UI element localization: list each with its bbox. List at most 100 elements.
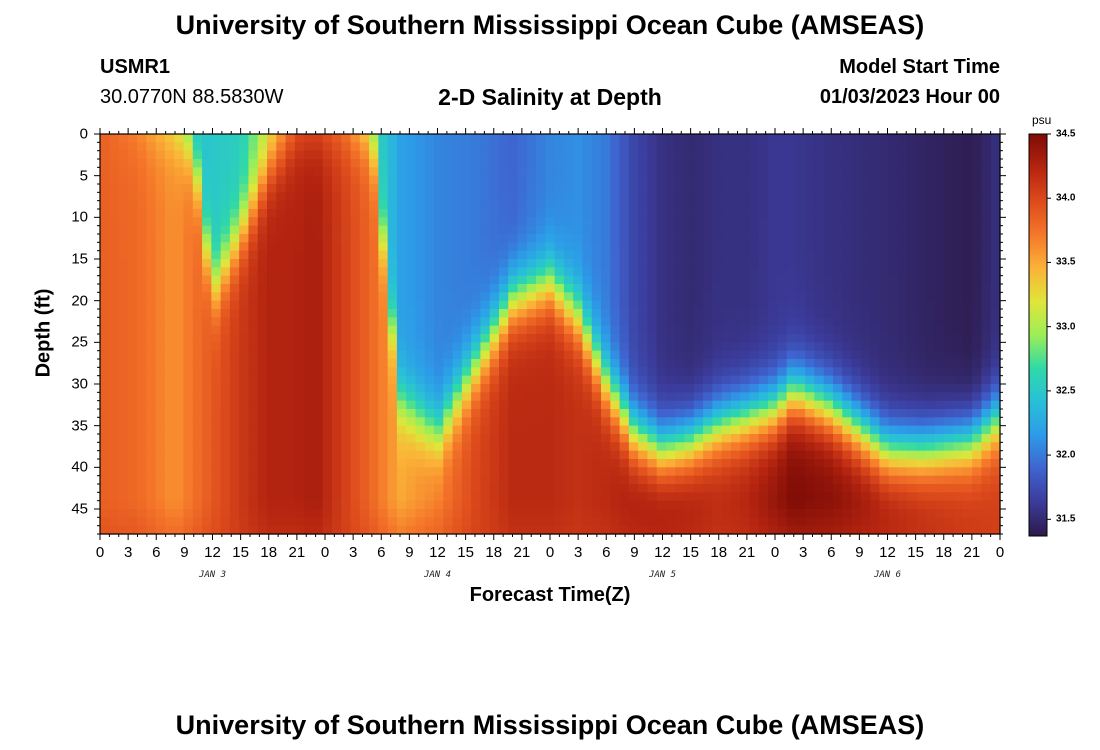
heatmap-cell bbox=[832, 159, 843, 168]
heatmap-cell bbox=[285, 275, 296, 285]
heatmap-cell bbox=[665, 417, 676, 427]
heatmap-cell bbox=[703, 300, 713, 310]
heatmap-cell bbox=[239, 492, 250, 502]
heatmap-cell bbox=[304, 250, 314, 260]
heatmap-cell bbox=[972, 509, 983, 518]
heatmap-cell bbox=[573, 342, 584, 352]
heatmap-cell bbox=[703, 200, 713, 210]
heatmap-cell bbox=[814, 234, 825, 243]
heatmap-cell bbox=[647, 317, 658, 327]
heatmap-cell bbox=[294, 509, 305, 518]
heatmap-cell bbox=[591, 434, 602, 443]
heatmap-cell bbox=[591, 350, 602, 360]
heatmap-cell bbox=[944, 475, 955, 485]
heatmap-cell bbox=[498, 150, 509, 160]
heatmap-cell bbox=[944, 267, 955, 277]
heatmap-cell bbox=[155, 275, 166, 285]
heatmap-cell bbox=[350, 250, 361, 260]
x-tick-label: 6 bbox=[152, 544, 161, 561]
heatmap-cell bbox=[953, 475, 964, 485]
heatmap-cell bbox=[981, 209, 992, 218]
heatmap-cell bbox=[461, 400, 472, 410]
heatmap-cell bbox=[526, 250, 537, 260]
heatmap-cell bbox=[656, 434, 667, 443]
x-tick-label: 21 bbox=[513, 544, 531, 561]
heatmap-cell bbox=[415, 134, 426, 143]
heatmap-cell bbox=[656, 475, 667, 485]
heatmap-cell bbox=[211, 192, 222, 202]
heatmap-cell bbox=[842, 317, 853, 327]
heatmap-cell bbox=[601, 434, 611, 443]
heatmap-cell bbox=[471, 342, 482, 352]
heatmap-cell bbox=[536, 300, 546, 310]
heatmap-cell bbox=[526, 467, 537, 477]
heatmap-cell bbox=[805, 450, 816, 460]
heatmap-cell bbox=[777, 500, 788, 510]
heatmap-cell bbox=[832, 334, 843, 343]
heatmap-cell bbox=[582, 509, 593, 518]
heatmap-cell bbox=[684, 267, 695, 277]
heatmap-cell bbox=[211, 292, 222, 302]
heatmap-cell bbox=[118, 142, 129, 152]
heatmap-cell bbox=[675, 400, 686, 410]
heatmap-cell bbox=[109, 267, 120, 277]
heatmap-cell bbox=[563, 250, 574, 260]
heatmap-cell bbox=[229, 317, 240, 327]
heatmap-cell bbox=[480, 517, 491, 527]
heatmap-cell bbox=[406, 467, 417, 477]
heatmap-cell bbox=[675, 450, 686, 460]
heatmap-cell bbox=[202, 275, 212, 285]
heatmap-cell bbox=[591, 217, 602, 227]
heatmap-cell bbox=[434, 292, 444, 302]
heatmap-cell bbox=[638, 275, 649, 285]
heatmap-cell bbox=[508, 300, 519, 310]
heatmap-cell bbox=[786, 184, 797, 193]
heatmap-cell bbox=[758, 400, 769, 410]
heatmap-cell bbox=[443, 234, 454, 243]
heatmap-cell bbox=[832, 517, 843, 527]
heatmap-cell bbox=[610, 350, 621, 360]
heatmap-cell bbox=[378, 484, 389, 493]
heatmap-cell bbox=[100, 450, 110, 460]
heatmap-cell bbox=[146, 350, 157, 360]
heatmap-cell bbox=[174, 509, 185, 518]
heatmap-cell bbox=[192, 450, 203, 460]
heatmap-cell bbox=[925, 225, 936, 235]
heatmap-cell bbox=[962, 275, 973, 285]
heatmap-cell bbox=[832, 500, 843, 510]
heatmap-cell bbox=[712, 209, 723, 218]
heatmap-cell bbox=[100, 434, 110, 443]
heatmap-cell bbox=[879, 467, 890, 477]
heatmap-cell bbox=[313, 450, 324, 460]
heatmap-cell bbox=[443, 317, 454, 327]
heatmap-cell bbox=[294, 150, 305, 160]
heatmap-cell bbox=[981, 284, 992, 293]
heatmap-cell bbox=[127, 309, 138, 318]
heatmap-cell bbox=[480, 259, 491, 268]
heatmap-cell bbox=[517, 342, 528, 352]
heatmap-cell bbox=[220, 192, 231, 202]
heatmap-cell bbox=[777, 517, 788, 527]
heatmap-cell bbox=[164, 492, 175, 502]
heatmap-cell bbox=[860, 384, 871, 393]
heatmap-cell bbox=[712, 300, 723, 310]
heatmap-cell bbox=[619, 525, 630, 535]
heatmap-cell bbox=[396, 367, 407, 377]
heatmap-cell bbox=[322, 159, 333, 168]
heatmap-cell bbox=[192, 484, 203, 493]
heatmap-cell bbox=[758, 284, 769, 293]
heatmap-cell bbox=[647, 484, 658, 493]
heatmap-cell bbox=[489, 459, 500, 468]
heatmap-cell bbox=[489, 217, 500, 227]
heatmap-cell bbox=[257, 334, 268, 343]
heatmap-cell bbox=[795, 142, 806, 152]
heatmap-cell bbox=[127, 450, 138, 460]
heatmap-cell bbox=[220, 400, 231, 410]
heatmap-cell bbox=[229, 275, 240, 285]
heatmap-cell bbox=[489, 175, 500, 185]
heatmap-cell bbox=[239, 192, 250, 202]
heatmap-cell bbox=[155, 200, 166, 210]
heatmap-cell bbox=[962, 417, 973, 427]
heatmap-cell bbox=[294, 192, 305, 202]
heatmap-cell bbox=[591, 417, 602, 427]
